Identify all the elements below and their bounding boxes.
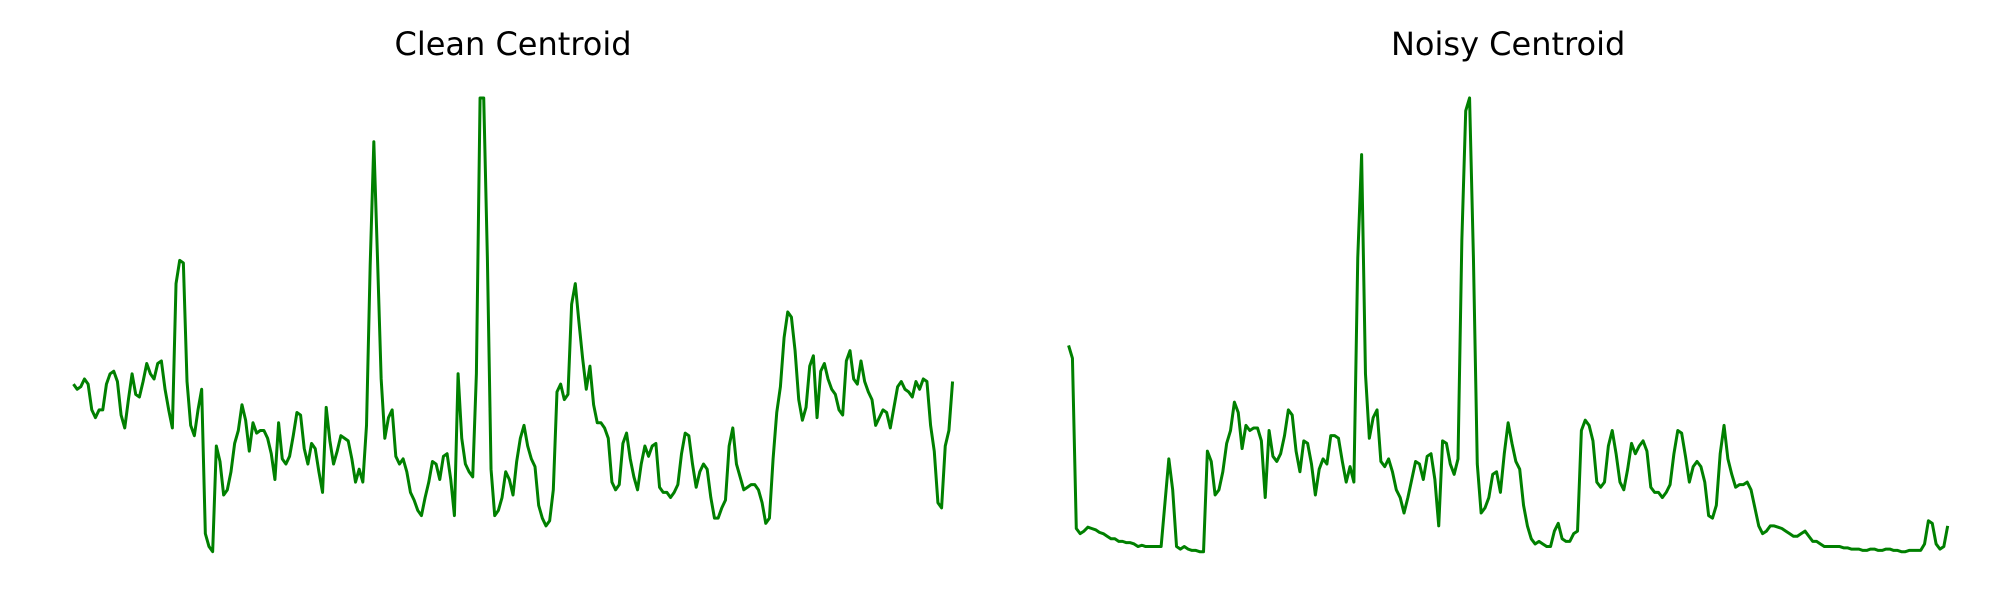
line-series xyxy=(1067,96,1950,554)
chart-title: Noisy Centroid xyxy=(1391,25,1625,63)
chart-title: Clean Centroid xyxy=(394,25,631,63)
line-series xyxy=(72,96,955,554)
